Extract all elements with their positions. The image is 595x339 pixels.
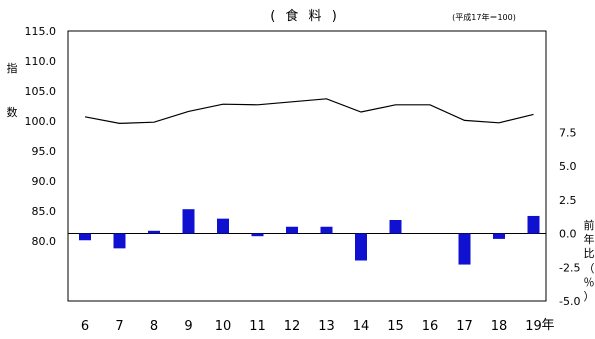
right-axis-label: 前年比 （％） [584,218,595,303]
right-tick-label: 7.5 [559,126,577,139]
x-tick-label: 13 [318,319,335,334]
x-tick-label: 14 [353,319,370,334]
yoy-bar [458,233,471,265]
chart-title: ( 食 料 ) [270,8,340,24]
left-axis-label-char: 数 [7,106,18,119]
x-tick-label: 19 [525,319,542,334]
x-tick-label: 11 [249,319,266,334]
left-tick-label: 95.0 [32,145,57,158]
left-tick-label: 100.0 [25,115,57,128]
yoy-bar [182,209,195,234]
left-tick-label: 85.0 [32,205,57,218]
x-tick-label: 12 [284,319,301,334]
left-tick-label: 90.0 [32,175,57,188]
x-tick-label: 18 [491,319,508,334]
right-tick-label: 0.0 [559,228,577,241]
right-tick-label: 5.0 [559,160,577,173]
right-axis-label-char: 年 [584,232,595,246]
yoy-bar [493,233,505,239]
yoy-bar [113,233,126,249]
yoy-bar [148,230,160,234]
yoy-bar [355,233,367,261]
right-axis-label-char: （ [584,262,595,275]
x-tick-label: 9 [184,319,192,334]
yoy-bar [217,218,229,234]
left-tick-label: 80.0 [32,235,57,248]
right-tick-label: 2.5 [559,194,577,207]
right-axis-label-char: 比 [584,247,595,260]
yoy-bar [320,226,333,234]
right-tick-labels: 7.5 5.0 2.5 0.0 -2.5 -5.0 [559,126,580,308]
yoy-bar [286,226,298,234]
plot-frame [67,30,547,302]
x-tick-label: 15 [387,319,404,334]
left-tick-label: 110.0 [25,55,57,68]
x-unit-label: 年 [541,318,554,333]
yoy-bar [527,215,540,234]
left-tick-labels: 115.0 110.0 105.0 100.0 95.0 90.0 85.0 80.0 [25,25,57,248]
x-tick-label: 10 [215,319,232,334]
x-tick-label: 7 [115,319,123,334]
yoy-bar [251,233,264,237]
base-note: (平成17年＝100) [452,12,516,22]
right-tick-label: -2.5 [559,261,580,274]
x-tick-label: 8 [150,319,158,334]
right-axis-label-char: ％ [584,276,595,289]
right-axis-label-char: ） [584,290,595,303]
x-tick-label: 16 [422,319,439,334]
x-tick-labels: 6 7 8 9 10 11 12 13 14 15 16 17 18 19 [81,319,542,334]
yoy-bar [79,233,91,241]
yoy-bars [79,209,540,265]
index-line [84,98,534,125]
left-axis-label-char: 指 [7,61,18,75]
left-tick-label: 115.0 [25,25,57,38]
x-tick-label: 6 [81,319,89,334]
left-tick-label: 105.0 [25,85,57,98]
right-tick-label: -5.0 [559,295,580,308]
x-tick-label: 17 [456,319,473,334]
right-axis-label-char: 前 [584,218,595,232]
yoy-bar [389,220,402,234]
